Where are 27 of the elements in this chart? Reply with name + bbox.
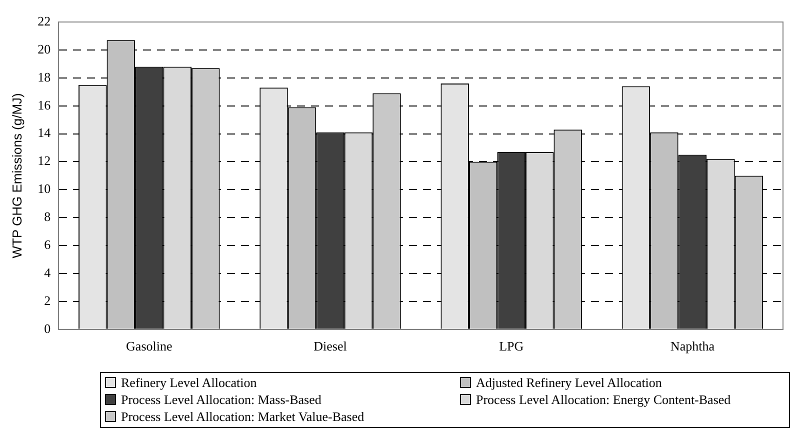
y-tick-label: 8	[44, 209, 51, 224]
legend-entry: Adjusted Refinery Level Allocation	[460, 374, 780, 391]
y-tick-label: 6	[44, 236, 52, 252]
legend-entry: Process Level Allocation: Mass-Based	[105, 391, 460, 408]
y-tick-label: 14	[38, 125, 52, 140]
legend-entry: Process Level Allocation: Energy Content-Based	[460, 391, 780, 408]
y-tick-label: 16	[38, 97, 52, 112]
x-tick-label: Naphtha	[670, 338, 715, 354]
y-tick-label: 22	[38, 13, 51, 28]
y-tick-label: 10	[38, 181, 51, 196]
x-tick-label: Diesel	[314, 338, 348, 354]
y-tick-label: 20	[38, 41, 51, 56]
y-tick-label: 18	[38, 69, 51, 84]
y-tick-label: 0	[44, 320, 51, 336]
legend-label: Refinery Level Allocation	[121, 374, 257, 391]
legend-label: Process Level Allocation: Energy Content-Based	[476, 391, 731, 408]
legend-entry: Process Level Allocation: Market Value-Based	[105, 408, 460, 425]
legend-label: Process Level Allocation: Mass-Based	[121, 391, 322, 408]
y-axis-title: WTP GHG Emissions (g/MJ)	[9, 93, 24, 258]
x-tick-label: Gasoline	[126, 338, 172, 354]
legend-label: Adjusted Refinery Level Allocation	[476, 374, 662, 391]
legend-label: Process Level Allocation: Market Value-Based	[121, 408, 364, 425]
y-tick-label: 12	[38, 153, 51, 168]
x-tick-label: LPG	[499, 338, 524, 354]
y-tick-label: 4	[44, 264, 52, 280]
y-tick-label: 2	[44, 292, 51, 308]
legend-entry: Refinery Level Allocation	[105, 374, 460, 391]
